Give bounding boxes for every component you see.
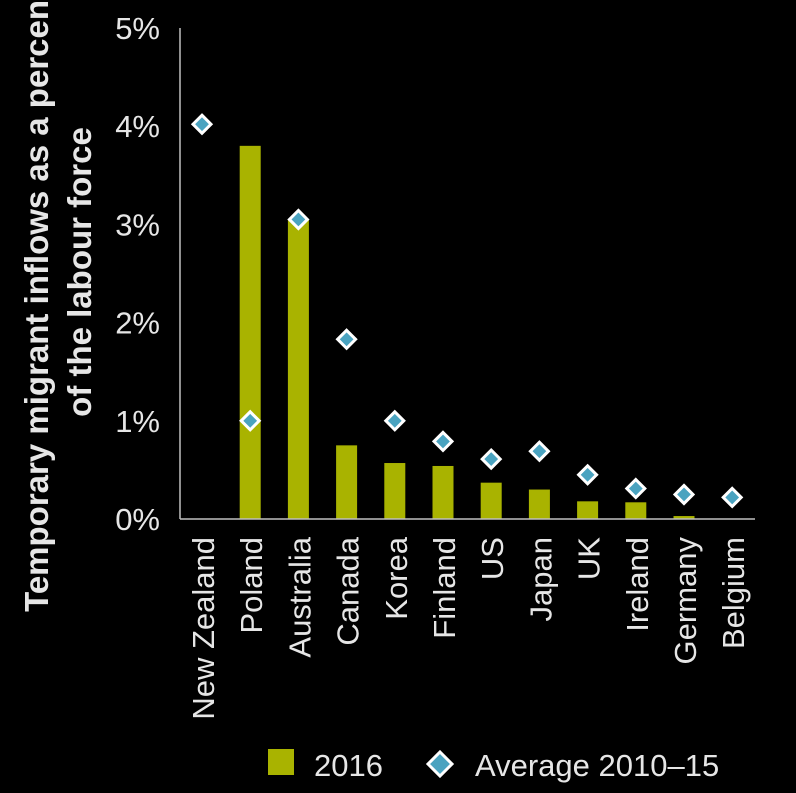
bar: [528, 489, 550, 519]
category-label: UK: [572, 537, 607, 580]
average-marker: [480, 447, 503, 471]
bar: [673, 516, 695, 519]
y-axis-ticks: 0% 1% 2% 3% 4% 5%: [115, 11, 160, 537]
category-label: Korea: [379, 536, 414, 619]
y-tick-label: 3%: [115, 207, 160, 242]
bar: [239, 145, 261, 519]
bar-series-2016: [239, 145, 695, 520]
category-label: Ireland: [620, 537, 655, 632]
average-marker: [287, 208, 310, 231]
bar: [384, 463, 406, 519]
y-tick-label: 0%: [115, 502, 160, 537]
legend-label-average: Average 2010–15: [475, 748, 719, 783]
legend-swatch-2016: [268, 749, 294, 775]
bar: [577, 501, 599, 519]
category-label: Germany: [668, 537, 703, 665]
category-label: Japan: [523, 537, 558, 621]
y-tick-label: 2%: [115, 306, 160, 341]
average-marker: [624, 477, 647, 500]
y-tick-label: 1%: [115, 404, 160, 439]
y-axis-title-line-2: of the labour force: [61, 127, 98, 417]
y-axis-title-line-1: Temporary migrant inflows as a percentag…: [18, 0, 55, 612]
bar: [625, 502, 647, 519]
average-marker: [576, 463, 599, 486]
average-marker: [528, 440, 551, 463]
bar: [432, 465, 454, 519]
average-marker: [190, 113, 214, 136]
category-labels: New Zealand Poland Australia Canada Korea Fin…: [186, 536, 751, 719]
average-marker: [672, 483, 696, 506]
bar: [336, 445, 358, 519]
y-tick-label: 4%: [115, 109, 160, 144]
average-marker: [431, 430, 455, 453]
category-label: Canada: [331, 536, 366, 645]
legend-swatch-average: [425, 749, 455, 779]
category-label: Poland: [234, 537, 269, 634]
y-tick-label: 5%: [115, 11, 160, 46]
category-label: US: [475, 537, 510, 580]
bar: [287, 219, 309, 520]
category-label: Belgium: [716, 537, 751, 649]
category-label: Finland: [427, 537, 462, 639]
average-marker: [721, 486, 744, 509]
legend: 2016 Average 2010–15: [268, 748, 719, 783]
average-marker: [335, 328, 358, 351]
average-marker: [239, 409, 262, 432]
bar: [480, 482, 502, 519]
category-label: Australia: [282, 536, 317, 657]
average-marker: [383, 409, 406, 432]
category-label: New Zealand: [186, 537, 221, 720]
legend-label-2016: 2016: [314, 748, 383, 783]
marker-series-average: [190, 113, 744, 509]
